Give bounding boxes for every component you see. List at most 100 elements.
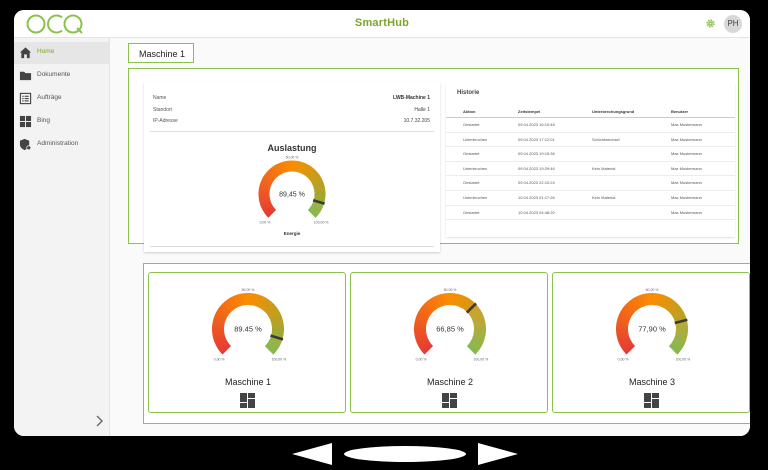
column-header: Zeitstempel bbox=[518, 109, 541, 114]
table-cell: Schichtwechsel bbox=[592, 136, 620, 142]
machines-overview-panel: 89.45 % 0,00 % 50,00 % 100,00 % Maschine 1 … bbox=[143, 263, 750, 424]
info-label: IP-Adresse bbox=[153, 118, 178, 124]
gauge-title: Auslastung bbox=[267, 143, 317, 153]
top-bar: SmartHub PH bbox=[14, 10, 750, 38]
table-cell: Gestartet bbox=[463, 209, 480, 215]
machine-card-1[interactable]: 89.45 % 0,00 % 50,00 % 100,00 % Maschine 1 bbox=[148, 272, 346, 413]
sidebar-item-label: Home bbox=[37, 48, 55, 55]
info-row-ip: IP-Adresse 10.7.32.205 bbox=[153, 118, 430, 124]
table-cell: Max Mustermann bbox=[671, 180, 702, 186]
gauge-value: 66,85 % bbox=[436, 325, 464, 334]
sidebar-item-administration[interactable]: Administration bbox=[14, 134, 110, 156]
gauge-pointer bbox=[270, 334, 284, 341]
table-cell: 09.04.2023 19:15:36 bbox=[518, 151, 555, 157]
gauge-value: 77,90 % bbox=[638, 325, 666, 334]
sidebar: Home Dokumente Aufträge Bing Administrat… bbox=[14, 38, 110, 436]
machine-info-card: Name LWB-Machine 1 Standort Halle 1 IP-A… bbox=[144, 82, 440, 252]
main-content: Maschine 1 Name LWB-Machine 1 Standort H… bbox=[110, 38, 750, 436]
utilization-gauge: 89,45 % 0,00 % 50,00 % 100,00 % Energie bbox=[258, 156, 329, 236]
gauge-pointer bbox=[312, 199, 325, 205]
machine-gauge: 89.45 % 0,00 % 50,00 % 100,00 % bbox=[212, 288, 286, 361]
table-row: Gestartet 09.04.2023 16:10:48 Max Musterma… bbox=[446, 118, 735, 133]
gauge-value: 89,45 % bbox=[279, 191, 305, 198]
ocq-logo bbox=[26, 14, 83, 34]
machine-gauge: 77,90 % 0,00 % 50,00 % 100,00 % bbox=[616, 288, 690, 361]
history-table-header: Aktion Zeitstempel Unterbrechungsgrund B… bbox=[446, 106, 735, 118]
table-cell: 09.04.2023 16:10:48 bbox=[518, 122, 555, 127]
sidebar-item-home[interactable]: Home bbox=[14, 42, 110, 64]
table-row: Unterbrochen 10.04.2023 01:17:26 Kein Mate… bbox=[446, 191, 735, 206]
dashboard-grid-icon[interactable] bbox=[442, 393, 457, 408]
info-row-name: Name LWB-Machine 1 bbox=[153, 95, 430, 101]
gauge-min-label: 0,00 % bbox=[618, 357, 629, 361]
table-cell: Unterbrochen bbox=[463, 195, 488, 200]
gauge-max-label: 100,00 % bbox=[473, 357, 488, 361]
sidebar-item-dokumente[interactable]: Dokumente bbox=[14, 65, 110, 87]
history-title: Historie bbox=[457, 90, 480, 96]
sidebar-item-bing[interactable]: Bing bbox=[14, 111, 110, 133]
machine-gauge: 66,85 % 0,00 % 50,00 % 100,00 % bbox=[414, 288, 488, 361]
table-cell: Max Mustermann bbox=[671, 165, 702, 171]
table-cell: 10.04.2023 01:17:26 bbox=[518, 195, 555, 200]
gauge-mid-label: 50,00 % bbox=[286, 156, 299, 160]
table-row: Gestartet 09.04.2023 19:15:36 Max Musterma… bbox=[446, 147, 735, 162]
gauge-arc bbox=[258, 160, 326, 218]
machine-card-2[interactable]: 66,85 % 0,00 % 50,00 % 100,00 % Maschine 2 bbox=[350, 272, 548, 413]
app-screen: SmartHub PH Home Dokumente Aufträge bbox=[14, 10, 750, 436]
dashboard-grid-icon[interactable] bbox=[240, 393, 255, 408]
home-pill-button[interactable] bbox=[344, 446, 466, 462]
info-value: LWB-Machine 1 bbox=[393, 95, 430, 101]
column-header: Unterbrechungsgrund bbox=[592, 109, 635, 114]
app-title: SmartHub bbox=[354, 17, 410, 29]
gauge-min-label: 0,00 % bbox=[259, 221, 270, 225]
gauge-pointer bbox=[465, 302, 477, 314]
table-cell: Max Mustermann bbox=[671, 151, 702, 157]
gauge-arc bbox=[616, 293, 688, 355]
folder-icon bbox=[19, 71, 32, 81]
gauge-pointer bbox=[674, 318, 688, 325]
dashboard-grid-icon[interactable] bbox=[644, 393, 659, 408]
table-cell: Kein Material bbox=[592, 165, 616, 171]
table-cell: Max Mustermann bbox=[671, 122, 702, 127]
table-cell: Max Mustermann bbox=[671, 195, 702, 200]
gauge-mid-label: 50,00 % bbox=[444, 288, 457, 292]
shield-gear-icon bbox=[19, 138, 32, 151]
page-title: Maschine 1 bbox=[139, 49, 186, 59]
sidebar-item-auftraege[interactable]: Aufträge bbox=[14, 88, 110, 110]
table-cell: 09.04.2023 17:12:01 bbox=[518, 136, 555, 142]
back-arrow-icon[interactable] bbox=[292, 443, 332, 465]
table-cell: Unterbrochen bbox=[463, 165, 488, 171]
table-cell: Unterbrochen bbox=[463, 136, 488, 142]
info-value: Halle 1 bbox=[414, 107, 430, 113]
info-row-standort: Standort Halle 1 bbox=[153, 107, 430, 113]
chevron-right-icon[interactable] bbox=[94, 414, 104, 428]
forward-arrow-icon[interactable] bbox=[478, 443, 518, 465]
info-label: Standort bbox=[153, 107, 172, 113]
gear-icon[interactable] bbox=[705, 18, 716, 29]
column-header: Aktion bbox=[463, 109, 476, 114]
machine-name: Maschine 3 bbox=[628, 377, 676, 387]
grid-icon bbox=[19, 115, 32, 128]
table-cell: 10.04.2023 04:48:20 bbox=[518, 209, 555, 215]
machine-card-3[interactable]: 77,90 % 0,00 % 50,00 % 100,00 % Maschine 3 bbox=[552, 272, 750, 413]
gauge-max-label: 100,00 % bbox=[675, 357, 690, 361]
avatar[interactable]: PH bbox=[724, 15, 742, 33]
divider bbox=[150, 131, 434, 132]
gauge-arc bbox=[212, 293, 284, 355]
sidebar-item-label: Administration bbox=[37, 140, 79, 147]
machine-name: Maschine 1 bbox=[224, 377, 272, 387]
info-value: 10.7.32.205 bbox=[403, 118, 430, 124]
gauge-value: 89.45 % bbox=[234, 325, 262, 334]
column-header: Benutzer bbox=[671, 109, 689, 114]
table-cell: Max Mustermann bbox=[671, 209, 702, 215]
table-cell: Gestartet bbox=[463, 180, 480, 186]
sidebar-item-label: Dokumente bbox=[37, 71, 71, 78]
machine-name: Maschine 2 bbox=[426, 377, 474, 387]
page-title-box: Maschine 1 bbox=[128, 43, 194, 63]
divider bbox=[150, 246, 434, 247]
table-cell: Max Mustermann bbox=[671, 136, 702, 142]
gauge-mid-label: 50,00 % bbox=[646, 288, 659, 292]
table-row: Unterbrochen 09.04.2023 19:29:46 Kein Mate… bbox=[446, 162, 735, 177]
table-cell: 09.04.2023 22:10:24 bbox=[518, 180, 555, 186]
